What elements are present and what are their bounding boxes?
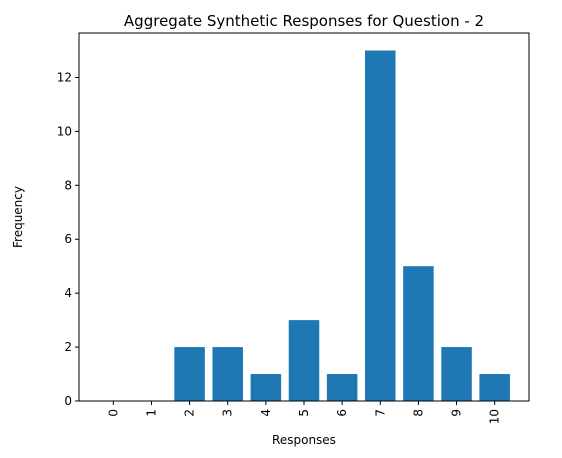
bar-7 [365, 50, 396, 402]
bars-layer [174, 50, 510, 402]
bar-4 [250, 374, 282, 401]
bar-9 [441, 347, 472, 401]
y-tick-label: 12 [57, 70, 72, 84]
x-tick-label: 7 [373, 409, 387, 417]
y-tick-label: 6 [64, 232, 72, 246]
x-tick-label: 9 [450, 409, 464, 417]
bar-6 [326, 374, 358, 401]
bar-10 [479, 374, 510, 401]
x-tick-label: 0 [106, 409, 120, 417]
bar-5 [288, 320, 320, 401]
y-tick-label: 10 [57, 124, 72, 138]
chart-title: Aggregate Synthetic Responses for Questi… [124, 12, 484, 30]
x-tick-label: 4 [259, 409, 273, 417]
x-tick-label: 6 [335, 409, 349, 417]
bar-3 [212, 347, 243, 401]
x-axis-ticks: 0 1 2 3 4 5 6 7 8 9 10 [106, 401, 502, 424]
y-tick-label: 8 [64, 178, 72, 192]
x-tick-label: 1 [144, 409, 158, 417]
x-tick-label: 3 [221, 409, 235, 417]
x-tick-label: 2 [183, 409, 197, 417]
x-tick-label: 8 [411, 409, 425, 417]
x-tick-label: 5 [297, 409, 311, 417]
bar-8 [403, 266, 434, 401]
y-tick-label: 4 [64, 286, 72, 300]
x-tick-label: 10 [488, 409, 502, 424]
x-axis-label: Responses [272, 433, 336, 447]
y-tick-label: 0 [64, 394, 72, 408]
bar-2 [174, 347, 205, 401]
y-tick-label: 2 [64, 340, 72, 354]
y-axis-ticks: 0 2 4 6 8 10 12 [57, 70, 79, 408]
y-axis-label: Frequency [11, 186, 25, 248]
